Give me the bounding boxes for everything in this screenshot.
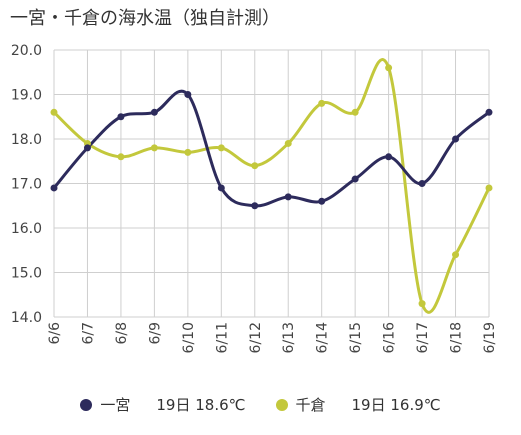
x-tick-label: 6/7 xyxy=(80,322,96,345)
series-points xyxy=(50,64,493,308)
data-point-series-0[interactable] xyxy=(284,193,292,201)
data-point-series-0[interactable] xyxy=(184,91,192,98)
x-tick-label: 6/16 xyxy=(382,322,398,354)
data-point-series-0[interactable] xyxy=(150,108,158,116)
data-point-series-0[interactable] xyxy=(418,180,426,187)
data-point-series-1[interactable] xyxy=(50,108,58,116)
data-point-series-0[interactable] xyxy=(485,108,493,116)
x-tick-label: 6/12 xyxy=(248,322,264,353)
data-point-series-1[interactable] xyxy=(318,99,326,107)
data-point-series-0[interactable] xyxy=(217,184,225,192)
x-tick-label: 6/11 xyxy=(214,322,230,353)
data-point-series-1[interactable] xyxy=(184,148,192,156)
y-tick-label: 18.0 xyxy=(11,132,42,148)
data-point-series-1[interactable] xyxy=(485,184,493,192)
data-point-series-1[interactable] xyxy=(251,162,259,170)
x-tick-label: 6/13 xyxy=(281,322,297,353)
y-tick-label: 16.0 xyxy=(11,221,42,237)
x-tick-label: 6/17 xyxy=(415,322,431,353)
x-tick-label: 6/19 xyxy=(482,322,498,353)
x-tick-label: 6/15 xyxy=(348,322,364,353)
data-point-series-1[interactable] xyxy=(385,64,393,72)
data-point-series-0[interactable] xyxy=(452,135,460,143)
data-point-series-1[interactable] xyxy=(351,108,359,116)
legend-latest-series-1: 19日 16.9℃ xyxy=(351,396,441,414)
legend-item-series-0[interactable]: 一宮 19日 18.6℃ xyxy=(80,394,246,415)
legend-label-series-0: 一宮 xyxy=(100,396,131,414)
legend-latest-series-0: 19日 18.6℃ xyxy=(156,396,246,414)
data-point-series-0[interactable] xyxy=(251,202,259,210)
y-tick-label: 19.0 xyxy=(11,88,42,104)
x-tick-label: 6/9 xyxy=(147,322,163,345)
legend-label-series-1: 千倉 xyxy=(295,396,326,414)
data-point-series-1[interactable] xyxy=(418,300,426,308)
chart-title: 一宮・千倉の海水温（独自計測） xyxy=(10,8,280,29)
data-point-series-1[interactable] xyxy=(284,139,292,147)
data-point-series-0[interactable] xyxy=(318,197,326,205)
x-tick-label: 6/10 xyxy=(181,322,197,353)
y-tick-label: 20.0 xyxy=(11,43,42,59)
y-tick-label: 14.0 xyxy=(11,310,42,326)
data-point-series-1[interactable] xyxy=(150,144,158,152)
legend: 一宮 19日 18.6℃ 千倉 19日 16.9℃ xyxy=(0,394,521,415)
data-point-series-1[interactable] xyxy=(217,144,225,152)
x-tick-label: 6/8 xyxy=(114,322,130,345)
legend-swatch-series-0 xyxy=(80,398,93,411)
data-point-series-0[interactable] xyxy=(50,184,58,192)
data-point-series-0[interactable] xyxy=(351,175,359,183)
data-point-series-1[interactable] xyxy=(452,251,460,259)
x-axis-ticks: 6/6 6/7 6/8 6/9 6/10 6/11 6/12 6/13 6/14 6/15 6/16… xyxy=(47,322,498,354)
y-tick-label: 15.0 xyxy=(11,266,42,282)
x-tick-label: 6/14 xyxy=(315,322,331,354)
legend-swatch-series-1 xyxy=(275,398,288,411)
x-tick-label: 6/6 xyxy=(47,322,63,345)
legend-item-series-1[interactable]: 千倉 19日 16.9℃ xyxy=(275,394,441,415)
y-tick-label: 17.0 xyxy=(11,177,42,193)
data-point-series-0[interactable] xyxy=(385,153,393,161)
x-tick-label: 6/18 xyxy=(449,322,465,353)
data-point-series-1[interactable] xyxy=(117,153,125,161)
y-axis-ticks: 14.0 15.0 16.0 17.0 18.0 19.0 20.0 xyxy=(11,43,42,326)
data-point-series-0[interactable] xyxy=(117,113,125,121)
series-line-0 xyxy=(52,89,491,208)
line-chart: 14.015.016.017.018.019.020.0 6/6 6/7 6/8 6/… xyxy=(11,43,498,354)
data-point-series-0[interactable] xyxy=(83,144,91,152)
